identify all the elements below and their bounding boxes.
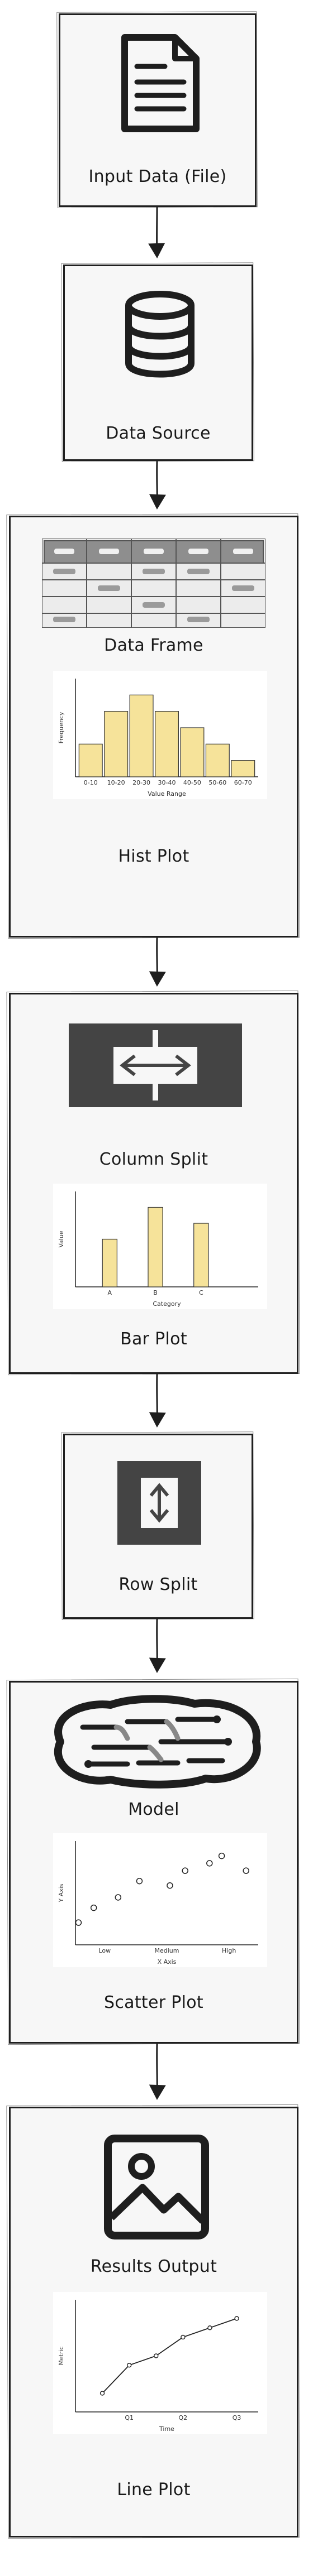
scatter-point <box>75 1920 81 1925</box>
line-point <box>101 2391 105 2395</box>
bar-B <box>148 1208 163 1287</box>
scatter-point <box>136 1878 142 1884</box>
line-point <box>235 2317 239 2320</box>
line-chart-svg: Time Metric Q1 Q2 Q3 <box>53 2292 267 2434</box>
scatter-point <box>219 1853 225 1859</box>
x-axis-label: Time <box>159 2425 174 2433</box>
scatter-point <box>115 1895 121 1900</box>
bar-40-50 <box>181 728 204 777</box>
column-split-icon <box>69 1023 242 1107</box>
y-axis-label: Frequency <box>58 712 65 743</box>
hist-plot: Value Range Frequency 0-10 10-20 20-30 30-40 4… <box>53 671 267 799</box>
node-model-label: Model <box>11 1800 297 1819</box>
node-colsplit-label: Column Split <box>11 1150 297 1169</box>
node-source-label: Data Source <box>65 424 252 443</box>
arrow-rowsplit-to-model <box>157 1619 158 1671</box>
node-frame-label: Data Frame <box>11 636 297 655</box>
x-axis-label: X Axis <box>158 1958 177 1965</box>
bar-plot: Category Value A B C <box>53 1184 267 1309</box>
line-point <box>154 2354 158 2358</box>
brain-icon <box>44 1694 267 1790</box>
x-axis-label: Category <box>153 1300 181 1308</box>
line-plot-caption: Line Plot <box>11 2480 297 2500</box>
y-axis-label: Value <box>58 1231 65 1247</box>
node-data-source: Data Source <box>63 265 253 461</box>
arrow-source-to-frame <box>157 461 158 508</box>
scatter-point <box>207 1861 212 1866</box>
scatter-point <box>243 1868 249 1873</box>
x-axis-label: Value Range <box>148 790 186 797</box>
scatter-plot: X Axis Y Axis Low Medium High <box>53 1833 267 1967</box>
node-rowsplit-label: Row Split <box>65 1575 252 1594</box>
arrow-frame-to-colsplit <box>157 938 158 985</box>
x-tick-label: 60-70 <box>234 779 252 786</box>
line-plot: Time Metric Q1 Q2 Q3 <box>53 2292 267 2434</box>
bar-50-60 <box>206 744 229 777</box>
arrow-model-to-results <box>157 2044 158 2098</box>
node-row-split: Row Split <box>63 1434 253 1619</box>
x-tick-label: Low <box>98 1947 111 1954</box>
x-tick-label: 10-20 <box>107 779 125 786</box>
scatter-point <box>91 1905 97 1911</box>
document-icon <box>113 33 203 133</box>
bar-plot-caption: Bar Plot <box>11 1329 297 1349</box>
line-series <box>102 2319 236 2394</box>
x-tick-label: C <box>199 1289 203 1296</box>
x-tick-label: Medium <box>155 1947 179 1954</box>
x-tick-label: High <box>222 1947 236 1954</box>
bar-10-20 <box>105 712 128 777</box>
scatter-plot-caption: Scatter Plot <box>11 1993 297 2012</box>
x-tick-label: A <box>108 1289 112 1296</box>
node-column-split: Column Split Category Value A B C Bar Plot <box>9 993 298 1374</box>
y-axis-label: Metric <box>58 2346 65 2365</box>
scatter-chart-svg: X Axis Y Axis Low Medium High <box>53 1833 267 1967</box>
bar-chart-svg: Category Value A B C <box>53 1184 267 1309</box>
node-results-label: Results Output <box>11 2257 297 2276</box>
node-input-label: Input Data (File) <box>60 167 255 186</box>
arrow-colsplit-to-rowsplit <box>157 1374 158 1426</box>
y-axis-label: Y Axis <box>58 1883 65 1902</box>
bar-C <box>194 1223 208 1287</box>
node-input-data: Input Data (File) <box>59 13 257 207</box>
x-tick-label: Q3 <box>233 2414 241 2421</box>
line-point <box>208 2326 212 2330</box>
x-tick-label: 40-50 <box>183 779 201 786</box>
x-tick-label: 20-30 <box>132 779 150 786</box>
x-tick-label: Q2 <box>179 2414 188 2421</box>
bar-0-10 <box>79 744 102 777</box>
node-model: Model X Axis Y Axis Low Medium High Scatter … <box>9 1681 298 2044</box>
x-tick-label: B <box>153 1289 158 1296</box>
bar-20-30 <box>130 695 153 777</box>
row-split-icon <box>117 1461 201 1545</box>
line-point <box>181 2335 185 2339</box>
hist-chart-svg: Value Range Frequency 0-10 10-20 20-30 30-40 4… <box>53 671 267 799</box>
hist-plot-caption: Hist Plot <box>11 847 297 866</box>
bar-30-40 <box>155 712 179 777</box>
image-icon <box>103 2134 210 2240</box>
bar-A <box>102 1239 117 1287</box>
table-icon <box>42 539 265 628</box>
x-tick-label: 30-40 <box>158 779 176 786</box>
scatter-point <box>167 1883 173 1888</box>
bar-60-70 <box>231 761 255 777</box>
database-icon <box>121 290 199 379</box>
node-results-output: Results Output Time Metric Q1 Q2 Q3 Line Plo… <box>9 2107 298 2537</box>
x-tick-label: 50-60 <box>208 779 226 786</box>
x-tick-label: 0-10 <box>84 779 98 786</box>
x-tick-label: Q1 <box>125 2414 134 2421</box>
scatter-point <box>182 1868 188 1873</box>
node-data-frame: Data Frame Value Range Frequency 0-10 10-20… <box>9 516 298 938</box>
line-point <box>127 2363 131 2367</box>
